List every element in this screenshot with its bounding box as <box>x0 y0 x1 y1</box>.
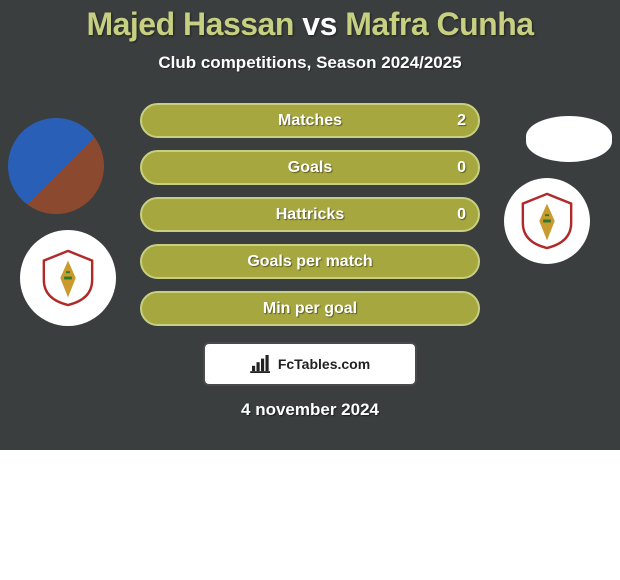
stat-bar-hattricks: Hattricks 0 <box>140 197 480 232</box>
club-badge-icon <box>514 188 580 254</box>
comparison-card: Majed Hassan vs Mafra Cunha Club competi… <box>0 0 620 450</box>
stat-value-right: 0 <box>457 159 466 177</box>
bar-chart-icon <box>250 355 272 373</box>
stat-value-right: 0 <box>457 206 466 224</box>
club-badge-icon <box>35 245 101 311</box>
player2-name: Mafra Cunha <box>345 6 533 42</box>
stat-bar-matches: Matches 2 <box>140 103 480 138</box>
stat-label: Goals per match <box>247 253 372 271</box>
stat-label: Matches <box>278 112 342 130</box>
page-title: Majed Hassan vs Mafra Cunha <box>0 6 620 43</box>
stat-value-right: 2 <box>457 112 466 130</box>
stat-bar-min-per-goal: Min per goal <box>140 291 480 326</box>
stat-label: Hattricks <box>276 206 344 224</box>
brand-text: FcTables.com <box>278 356 370 372</box>
stat-bar-goals-per-match: Goals per match <box>140 244 480 279</box>
player2-club-badge <box>504 178 590 264</box>
player1-photo <box>8 118 104 214</box>
subtitle: Club competitions, Season 2024/2025 <box>0 53 620 73</box>
brand-box: FcTables.com <box>203 342 417 386</box>
player-photo-placeholder <box>8 118 104 214</box>
player1-club-badge <box>20 230 116 326</box>
stat-bar-goals: Goals 0 <box>140 150 480 185</box>
stat-label: Min per goal <box>263 300 357 318</box>
date-text: 4 november 2024 <box>0 400 620 420</box>
stat-label: Goals <box>288 159 332 177</box>
vs-separator: vs <box>302 6 337 42</box>
player2-photo <box>526 116 612 162</box>
player1-name: Majed Hassan <box>86 6 293 42</box>
stat-bars: Matches 2 Goals 0 Hattricks 0 Goals per … <box>140 103 480 326</box>
